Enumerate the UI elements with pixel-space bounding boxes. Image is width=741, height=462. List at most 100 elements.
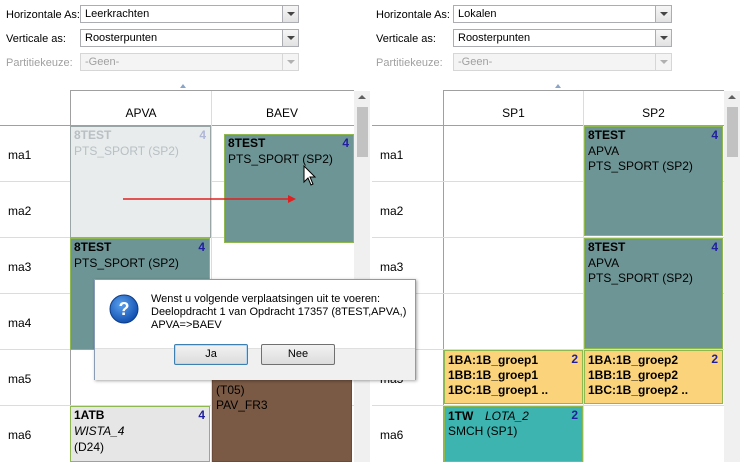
chevron-down-icon [655,54,671,70]
left-partition-select: -Geen- [80,53,299,71]
column-header-apva[interactable]: APVA [125,106,157,120]
question-icon: ? [109,294,139,324]
card-subject: LOTA_2 [485,409,529,423]
right-partition-value: -Geen- [458,56,493,68]
card-subject: WISTA_4 [74,424,125,438]
card-title: 8TEST [228,136,266,150]
card-count: 4 [342,136,349,150]
card-count: 4 [198,408,205,422]
card-subject: PTS_SPORT (SP2) [228,152,333,166]
lesson-card-baev-ma5[interactable]: (T05) PAV_FR3 [212,376,352,462]
row-label-ma2: ma2 [380,204,404,218]
card-count: 2 [571,408,578,422]
right-partition-select: -Geen- [453,53,672,71]
confirm-move-dialog: ? Wenst u volgende verplaatsingen uit te… [94,279,416,380]
row-label-ma6: ma6 [380,428,404,442]
card-title: 8TEST [588,240,626,254]
collapse-arrow-icon[interactable] [555,84,561,88]
left-partition-label: Partitiekeuze: [6,57,73,69]
card-subject: PTS_SPORT (SP2) [74,256,179,270]
mouse-pointer-icon [303,165,317,186]
collapse-arrow-icon[interactable] [180,84,186,88]
card-title: 8TEST [74,128,112,142]
card-count: 2 [711,352,718,366]
card-count: 4 [711,240,718,254]
lesson-card-sp1-ma5[interactable]: 1BA:1B_groep1 2 1BB:1B_groep1 1BC:1B_gro… [444,350,583,404]
card-count: 4 [199,128,206,142]
left-partition-value: -Geen- [85,56,120,68]
row-label-ma4: ma4 [8,316,32,330]
chevron-down-icon [282,54,298,70]
lesson-card-sp1-ma6[interactable]: 1TW LOTA_2 2 SMCH (SP1) [444,406,583,462]
lesson-card-sp2-ma1[interactable]: 8TEST 4 APVA PTS_SPORT (SP2) [584,126,723,236]
row-label-ma6: ma6 [8,428,32,442]
left-vertical-label: Verticale as: [6,33,66,45]
card-subject: PAV_FR3 [216,398,268,412]
card-title: 8TEST [74,240,112,254]
scroll-up-icon[interactable] [354,91,370,105]
right-vertical-select[interactable]: Roosterpunten [453,29,672,47]
row-label-ma1: ma1 [8,148,32,162]
dialog-message-line1: Wenst u volgende verplaatsingen uit te v… [151,293,381,305]
card-title: 8TEST [588,128,626,142]
chevron-down-icon[interactable] [282,6,298,22]
right-vertical-label: Verticale as: [376,33,436,45]
lesson-card-sp2-ma5[interactable]: 1BA:1B_groep2 2 1BB:1B_groep2 1BC:1B_gro… [584,350,723,404]
left-horizontal-value: Leerkrachten [85,8,150,20]
row-label-ma1: ma1 [380,148,404,162]
drag-ghost-card[interactable]: 8TEST 4 PTS_SPORT (SP2) [70,126,211,238]
dialog-message-line3: APVA=>BAEV [151,319,222,331]
card-group: 1BA:1B_groep2 [588,353,679,367]
card-teacher: APVA [588,256,620,270]
right-partition-label: Partitiekeuze: [376,57,443,69]
card-title: 1TW [448,409,474,423]
card-teacher: SMCH (SP1) [448,424,518,438]
card-count: 4 [711,128,718,142]
card-group: 1BB:1B_groep1 [448,368,539,382]
card-title: 1ATB [74,408,105,422]
column-header-sp2[interactable]: SP2 [642,106,665,120]
left-horizontal-label: Horizontale As: [6,9,80,21]
right-horizontal-value: Lokalen [458,8,497,20]
right-vertical-value: Roosterpunten [458,32,531,44]
card-group: 1BC:1B_groep1 .. [448,383,549,397]
card-group: 1BC:1B_groep2 .. [588,383,689,397]
lesson-card-apva-ma6[interactable]: 1ATB 4 WISTA_4 (D24) [70,406,210,462]
left-scrollbar[interactable] [354,91,370,462]
card-subject: PTS_SPORT (SP2) [588,271,693,285]
row-label-ma3: ma3 [8,260,32,274]
left-horizontal-select[interactable]: Leerkrachten [80,5,299,23]
scroll-thumb[interactable] [727,107,738,157]
chevron-down-icon[interactable] [655,6,671,22]
right-scrollbar[interactable] [724,91,740,462]
right-horizontal-label: Horizontale As: [376,9,450,21]
drag-arrow-icon [123,195,296,203]
card-room: (T05) [216,383,245,397]
card-count: 4 [198,240,205,254]
card-teacher: APVA [588,144,620,158]
card-group: 1BB:1B_groep2 [588,368,679,382]
no-button[interactable]: Nee [261,344,335,365]
svg-text:?: ? [119,299,130,319]
row-label-ma5: ma5 [8,372,32,386]
column-header-baev[interactable]: BAEV [265,106,298,120]
card-subject: PTS_SPORT (SP2) [588,159,693,173]
dialog-message-line2: Deelopdracht 1 van Opdracht 17357 (8TEST… [151,306,407,318]
scroll-thumb[interactable] [357,107,368,157]
card-room: (D24) [74,440,105,454]
column-header-sp1[interactable]: SP1 [502,106,525,120]
right-horizontal-select[interactable]: Lokalen [453,5,672,23]
left-vertical-select[interactable]: Roosterpunten [80,29,299,47]
row-label-ma2: ma2 [8,204,32,218]
lesson-card-baev-ma1[interactable]: 8TEST 4 PTS_SPORT (SP2) [224,134,354,243]
card-count: 2 [571,352,578,366]
row-label-ma3: ma3 [380,260,404,274]
chevron-down-icon[interactable] [282,30,298,46]
lesson-card-sp2-ma3[interactable]: 8TEST 4 APVA PTS_SPORT (SP2) [584,238,723,349]
yes-button[interactable]: Ja [174,344,248,365]
chevron-down-icon[interactable] [655,30,671,46]
left-vertical-value: Roosterpunten [85,32,158,44]
scroll-up-icon[interactable] [724,91,740,105]
card-group: 1BA:1B_groep1 [448,353,539,367]
card-subject: PTS_SPORT (SP2) [74,144,179,158]
